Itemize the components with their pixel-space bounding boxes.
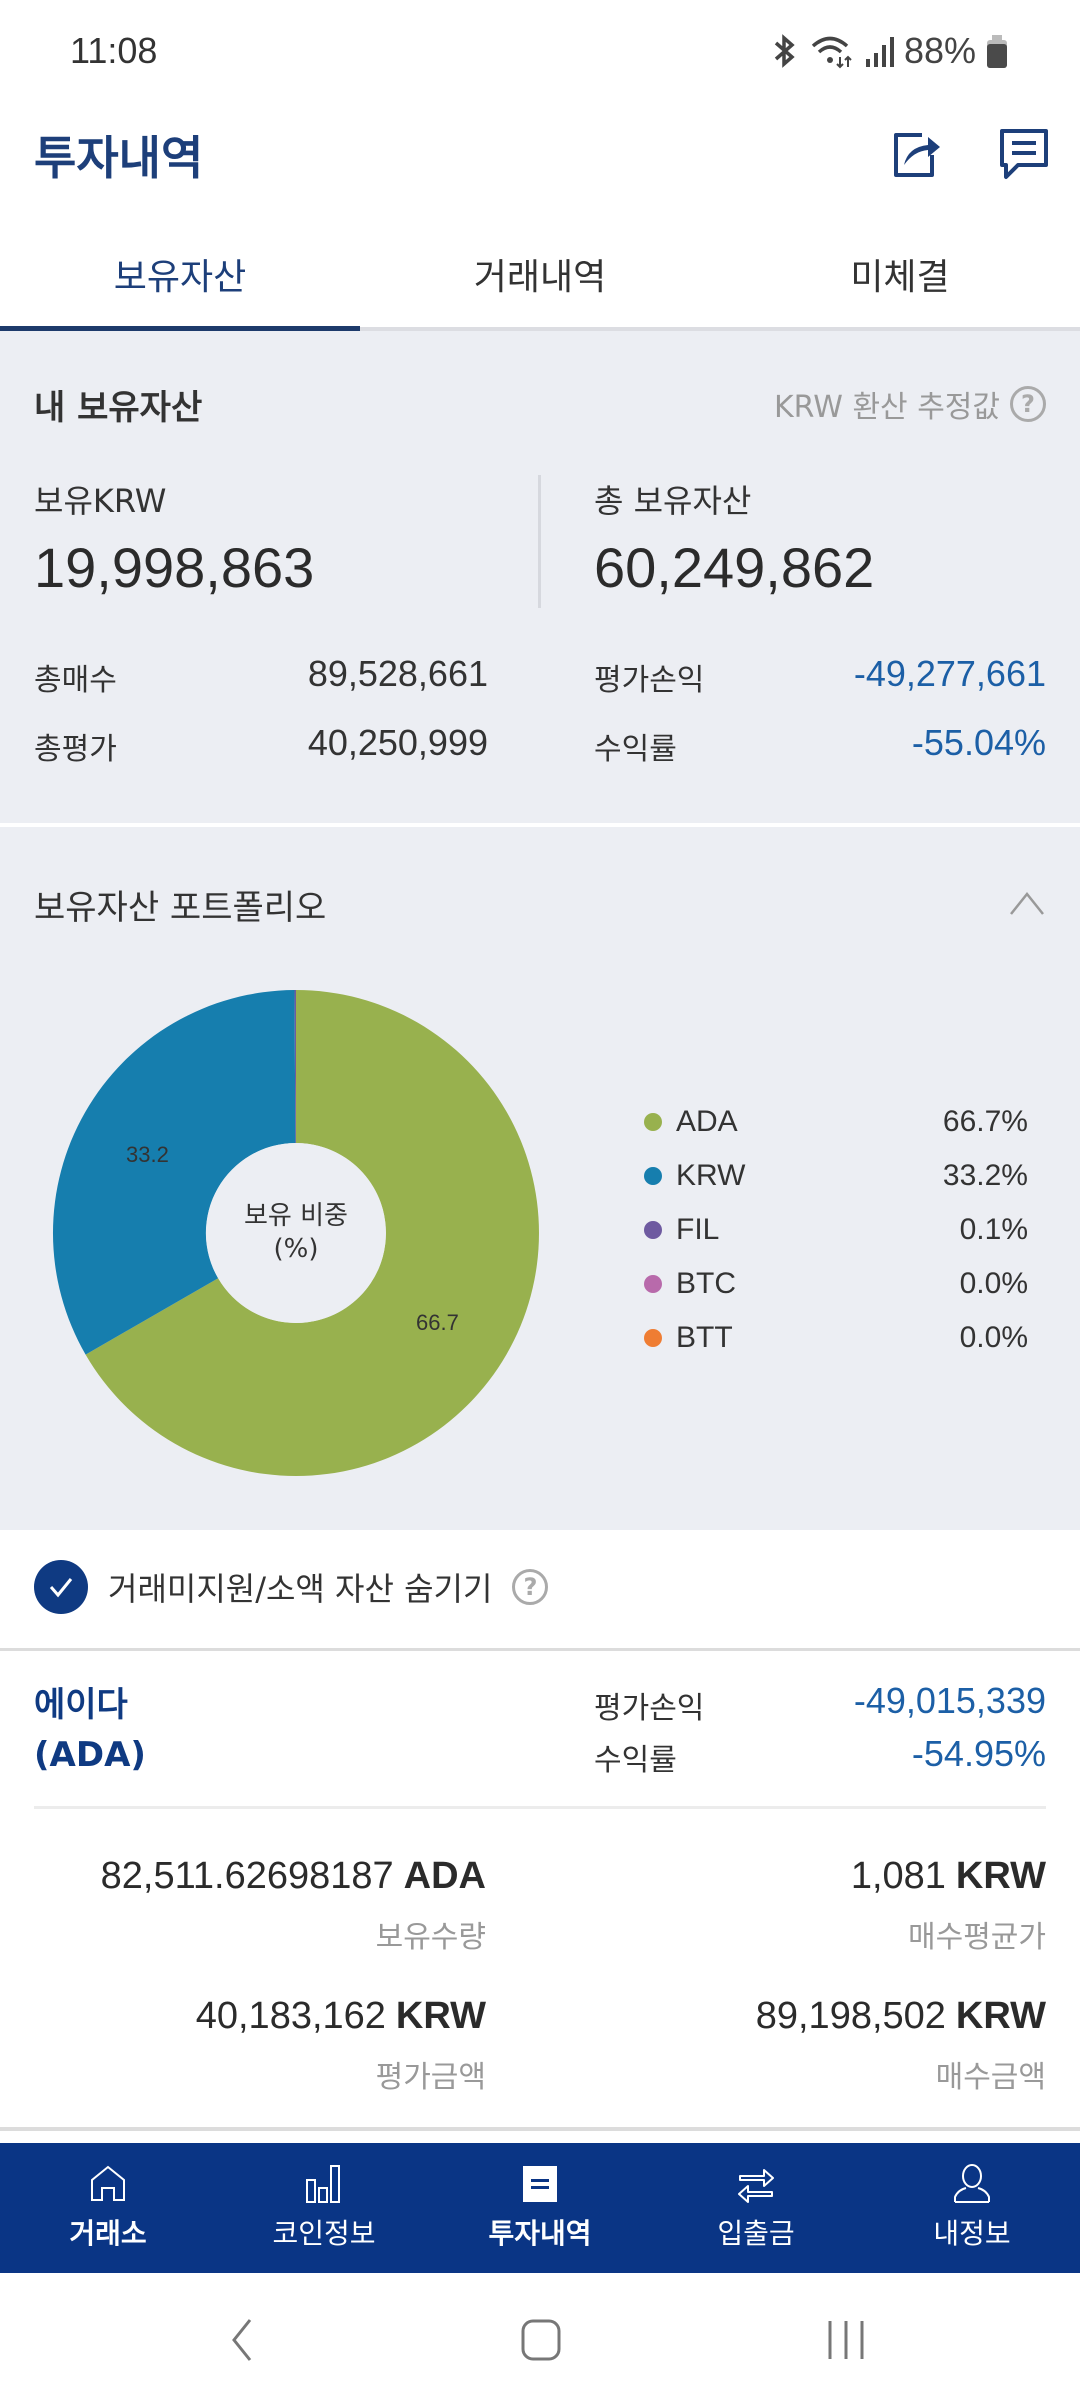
legend-dot-icon bbox=[644, 1167, 662, 1185]
tab-holdings[interactable]: 보유자산 bbox=[113, 257, 247, 298]
asset-name[interactable]: 에이다 (ADA) bbox=[34, 1680, 146, 1780]
battery-percent: 88% bbox=[903, 30, 976, 71]
buy-amount-value: 89,198,502 KRW bbox=[755, 1995, 1046, 2037]
total-eval-value: 40,250,999 bbox=[307, 722, 488, 763]
quantity-label: 보유수량 bbox=[375, 1920, 486, 1955]
portfolio-legend: ADA 66.7% KRW 33.2% FIL 0.1% BTC 0.0% BT… bbox=[644, 1095, 1028, 1365]
help-icon[interactable]: ? bbox=[1010, 386, 1046, 422]
slice-label-ada: 66.7 bbox=[416, 1310, 459, 1335]
hide-small-assets-toggle[interactable]: 거래미지원/소액 자산 숨기기 ? bbox=[34, 1560, 549, 1614]
recent-apps-icon[interactable] bbox=[824, 2319, 868, 2361]
divider bbox=[0, 2127, 1080, 2131]
legend-item-ada: ADA 66.7% bbox=[644, 1095, 1028, 1149]
bluetooth-icon bbox=[774, 34, 795, 68]
donut-center-line-1: 보유 비중 bbox=[244, 1201, 348, 1231]
eval-amount-value: 40,183,162 KRW bbox=[195, 1995, 486, 2037]
held-krw-label: 보유KRW bbox=[34, 482, 167, 520]
signal-icon bbox=[865, 37, 894, 67]
asset-return-value: -54.95% bbox=[911, 1733, 1046, 1774]
portfolio-donut-chart bbox=[52, 989, 539, 1476]
legend-dot-icon bbox=[644, 1329, 662, 1347]
battery-icon bbox=[987, 35, 1007, 68]
asset-name-kr: 에이다 bbox=[34, 1685, 128, 1725]
portfolio-title: 보유자산 포트폴리오 bbox=[34, 888, 327, 928]
summary-divider bbox=[538, 475, 541, 608]
legend-dot-icon bbox=[644, 1221, 662, 1239]
slice-krw bbox=[52, 990, 296, 1355]
section-divider bbox=[0, 823, 1080, 827]
krw-estimate-label: KRW 환산 추정값 bbox=[773, 390, 1000, 425]
total-assets-label: 총 보유자산 bbox=[594, 482, 752, 520]
held-krw-value: 19,998,863 bbox=[34, 536, 315, 599]
nav-my-info[interactable]: 내정보 bbox=[864, 2143, 1080, 2273]
nav-investments[interactable]: 투자내역 bbox=[432, 2143, 648, 2273]
tab-bar: 보유자산 거래내역 미체결 bbox=[0, 240, 1080, 331]
status-time: 11:08 bbox=[70, 30, 158, 71]
return-label: 수익률 bbox=[594, 732, 677, 767]
legend-item-krw: KRW 33.2% bbox=[644, 1149, 1028, 1203]
help-icon[interactable]: ? bbox=[512, 1569, 549, 1605]
slice-label-krw: 33.2 bbox=[126, 1142, 169, 1167]
page-title: 투자내역 bbox=[34, 131, 204, 185]
total-assets-value: 60,249,862 bbox=[594, 536, 875, 599]
share-icon[interactable] bbox=[888, 125, 944, 181]
nav-exchange[interactable]: 거래소 bbox=[0, 2143, 216, 2273]
home-icon bbox=[91, 2165, 125, 2201]
chat-icon[interactable] bbox=[996, 125, 1052, 181]
slice-fil bbox=[294, 989, 296, 1143]
wifi-icon bbox=[811, 36, 852, 69]
hide-small-assets-label: 거래미지원/소액 자산 숨기기 bbox=[108, 1570, 493, 1608]
donut-center-label: 보유 비중 (%) bbox=[206, 1200, 386, 1266]
document-icon bbox=[523, 2166, 557, 2202]
divider bbox=[34, 1806, 1046, 1809]
legend-item-fil: FIL 0.1% bbox=[644, 1203, 1028, 1257]
total-buy-value: 89,528,661 bbox=[307, 653, 488, 694]
transfer-icon bbox=[738, 2169, 774, 2203]
nav-coin-info[interactable]: 코인정보 bbox=[216, 2143, 432, 2273]
bottom-nav: 거래소 코인정보 투자내역 입출금 내정보 bbox=[0, 2143, 1080, 2273]
total-eval-label: 총평가 bbox=[34, 732, 117, 767]
return-value: -55.04% bbox=[911, 722, 1046, 763]
slice-ada bbox=[85, 990, 539, 1476]
legend-item-btt: BTT 0.0% bbox=[644, 1311, 1028, 1365]
total-buy-label: 총매수 bbox=[34, 663, 117, 698]
quantity-value: 82,511.62698187 ADA bbox=[100, 1855, 486, 1897]
pnl-label: 평가손익 bbox=[594, 663, 705, 698]
tab-transactions[interactable]: 거래내역 bbox=[473, 257, 607, 298]
nav-deposit-withdraw[interactable]: 입출금 bbox=[648, 2143, 864, 2273]
asset-name-code: (ADA) bbox=[34, 1735, 146, 1775]
donut-center-line-2: (%) bbox=[273, 1234, 319, 1264]
chevron-up-icon[interactable] bbox=[1008, 884, 1046, 922]
checkbox-checked-icon[interactable] bbox=[34, 1560, 88, 1614]
tab-pending[interactable]: 미체결 bbox=[850, 257, 950, 298]
bar-chart-icon bbox=[306, 2165, 340, 2203]
system-nav-bar bbox=[0, 2273, 1080, 2400]
asset-pnl-label: 평가손익 bbox=[594, 1691, 705, 1726]
avg-price-label: 매수평균가 bbox=[908, 1920, 1046, 1955]
eval-amount-label: 평가금액 bbox=[375, 2060, 486, 2095]
tab-track bbox=[0, 327, 1080, 331]
legend-dot-icon bbox=[644, 1275, 662, 1293]
pnl-value: -49,277,661 bbox=[853, 653, 1046, 694]
back-icon[interactable] bbox=[226, 2317, 256, 2363]
buy-amount-label: 매수금액 bbox=[935, 2060, 1046, 2095]
avg-price-value: 1,081 KRW bbox=[850, 1855, 1046, 1897]
tab-active-indicator bbox=[0, 326, 360, 331]
home-button-icon[interactable] bbox=[520, 2318, 562, 2362]
asset-pnl-value: -49,015,339 bbox=[853, 1680, 1046, 1721]
krw-estimate-note: KRW 환산 추정값 ? bbox=[774, 382, 1046, 426]
asset-return-label: 수익률 bbox=[594, 1743, 677, 1778]
summary-title: 내 보유자산 bbox=[34, 388, 203, 428]
status-icons: 88% bbox=[770, 30, 1008, 72]
legend-item-btc: BTC 0.0% bbox=[644, 1257, 1028, 1311]
legend-dot-icon bbox=[644, 1113, 662, 1131]
divider bbox=[0, 1648, 1080, 1651]
user-icon bbox=[954, 2164, 990, 2203]
